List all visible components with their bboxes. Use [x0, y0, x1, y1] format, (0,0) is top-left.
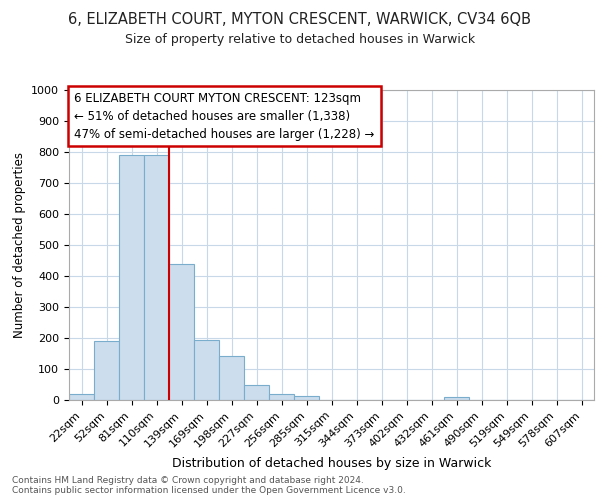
Bar: [194, 340, 219, 400]
Bar: [94, 341, 119, 400]
Text: 6 ELIZABETH COURT MYTON CRESCENT: 123sqm
← 51% of detached houses are smaller (1: 6 ELIZABETH COURT MYTON CRESCENT: 123sqm…: [74, 92, 374, 140]
X-axis label: Distribution of detached houses by size in Warwick: Distribution of detached houses by size …: [172, 457, 491, 470]
Bar: [269, 394, 294, 400]
Y-axis label: Number of detached properties: Number of detached properties: [13, 152, 26, 338]
Bar: [119, 155, 144, 400]
Bar: [294, 396, 319, 400]
Text: Contains HM Land Registry data © Crown copyright and database right 2024.
Contai: Contains HM Land Registry data © Crown c…: [12, 476, 406, 495]
Bar: [444, 397, 469, 400]
Text: 6, ELIZABETH COURT, MYTON CRESCENT, WARWICK, CV34 6QB: 6, ELIZABETH COURT, MYTON CRESCENT, WARW…: [68, 12, 532, 28]
Bar: [219, 356, 244, 400]
Bar: [169, 264, 194, 400]
Bar: [69, 394, 94, 400]
Bar: [144, 155, 169, 400]
Bar: [244, 385, 269, 400]
Text: Size of property relative to detached houses in Warwick: Size of property relative to detached ho…: [125, 32, 475, 46]
